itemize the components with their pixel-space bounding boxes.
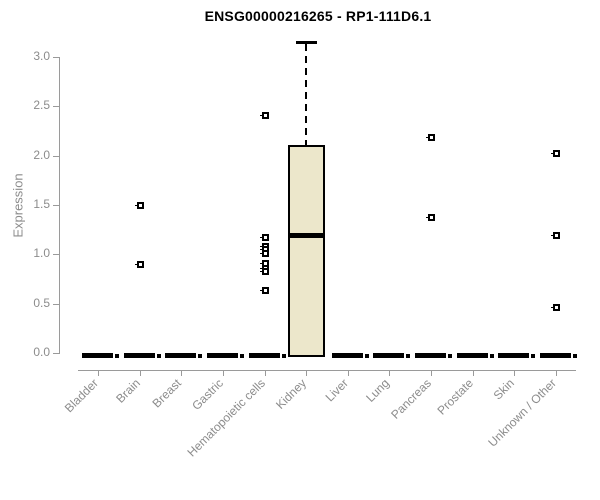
boxplot-bar-hematopoietic-cells: [249, 353, 280, 358]
boxplot-bar-nub-hematopoietic-cells: [282, 354, 286, 358]
y-axis-tick: [53, 353, 59, 354]
boxplot-bar-pancreas: [415, 353, 446, 358]
outlier-point-brain: [135, 202, 144, 209]
chart-title: ENSG00000216265 - RP1-111D6.1: [204, 8, 432, 24]
y-tick-label: 2.0: [33, 148, 50, 162]
boxplot-bar-bladder: [82, 353, 113, 358]
boxplot-bar-liver: [332, 353, 363, 358]
y-axis-tick: [53, 254, 59, 255]
boxplot-bar-unknown-other: [540, 353, 571, 358]
outlier-point-hematopoietic-cells: [260, 268, 269, 275]
x-axis-tick: [223, 370, 224, 376]
x-axis-tick: [556, 370, 557, 376]
boxplot-bar-nub-gastric: [240, 354, 244, 358]
outlier-point-hematopoietic-cells: [260, 112, 269, 119]
y-tick-label: 2.5: [33, 98, 50, 112]
x-axis-tick: [389, 370, 390, 376]
boxplot-bar-gastric: [207, 353, 238, 358]
boxplot-bar-nub-liver: [365, 354, 369, 358]
x-axis-tick: [473, 370, 474, 376]
x-axis-tick: [140, 370, 141, 376]
outlier-point-brain: [135, 261, 144, 268]
boxplot-bar-nub-skin: [531, 354, 535, 358]
y-tick-label: 1.5: [33, 197, 50, 211]
boxplot-bar-breast: [165, 353, 196, 358]
median-line-kidney: [290, 233, 323, 238]
boxplot-bar-nub-prostate: [490, 354, 494, 358]
outlier-point-hematopoietic-cells: [260, 234, 269, 241]
boxplot-bar-nub-bladder: [115, 354, 119, 358]
boxplot-bar-nub-unknown-other: [573, 354, 577, 358]
boxplot-bar-lung: [373, 353, 404, 358]
y-axis-tick: [53, 304, 59, 305]
x-axis-tick: [348, 370, 349, 376]
y-tick-label: 0.5: [33, 296, 50, 310]
outlier-point-pancreas: [426, 134, 435, 141]
outlier-point-hematopoietic-cells: [260, 287, 269, 294]
y-axis-line: [59, 57, 60, 354]
outlier-point-pancreas: [426, 214, 435, 221]
boxplot-bar-prostate: [457, 353, 488, 358]
y-tick-label: 3.0: [33, 49, 50, 63]
outlier-point-unknown-other: [551, 304, 560, 311]
y-axis-tick: [53, 106, 59, 107]
y-tick-label: 0.0: [33, 345, 50, 359]
x-axis-tick: [514, 370, 515, 376]
x-category-label-unknown-other: Unknown / Other: [485, 376, 559, 450]
boxplot-bar-skin: [498, 353, 529, 358]
y-tick-label: 1.0: [33, 246, 50, 260]
x-axis-tick: [265, 370, 266, 376]
box-kidney: [288, 145, 325, 357]
outlier-point-unknown-other: [551, 232, 560, 239]
y-axis-tick: [53, 57, 59, 58]
boxplot-bar-nub-lung: [406, 354, 410, 358]
y-axis-tick: [53, 156, 59, 157]
upper-whisker-kidney: [305, 44, 307, 145]
outlier-point-unknown-other: [551, 150, 560, 157]
boxplot-bar-nub-breast: [198, 354, 202, 358]
boxplot-bar-nub-brain: [157, 354, 161, 358]
x-axis-tick: [431, 370, 432, 376]
whisker-cap-kidney: [296, 41, 317, 44]
x-axis-tick: [181, 370, 182, 376]
x-axis-line: [78, 370, 576, 371]
boxplot-bar-brain: [124, 353, 155, 358]
x-axis-tick: [306, 370, 307, 376]
boxplot-bar-nub-pancreas: [448, 354, 452, 358]
y-axis-tick: [53, 205, 59, 206]
x-axis-tick: [98, 370, 99, 376]
outlier-point-hematopoietic-cells: [260, 250, 269, 257]
